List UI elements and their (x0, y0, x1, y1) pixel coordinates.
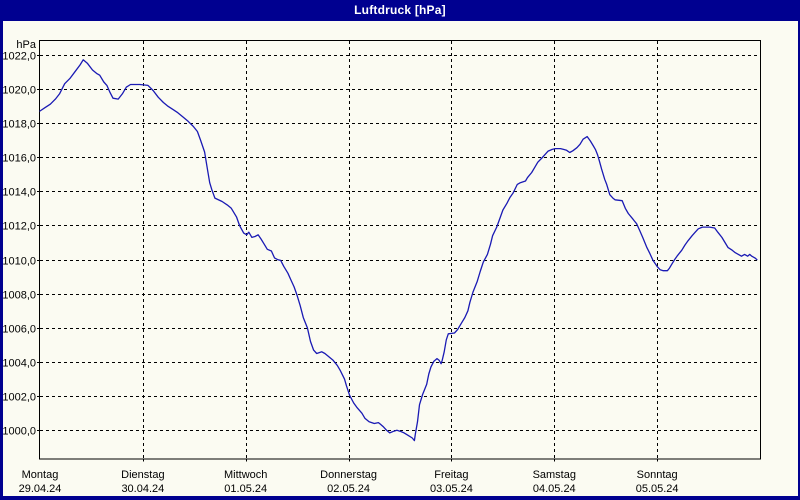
day-name-label: Freitag (434, 469, 468, 481)
y-tick-label: 1020,0 (2, 85, 36, 97)
day-name-label: Montag (22, 469, 59, 481)
y-tick-label: 1004,0 (2, 358, 36, 370)
y-tick-label: 1016,0 (2, 153, 36, 165)
chart-canvas (3, 21, 798, 496)
y-axis-unit-label: hPa (16, 39, 36, 51)
window-title: Luftdruck [hPa] (354, 3, 446, 17)
day-name-label: Dienstag (121, 469, 164, 481)
title-bar: Luftdruck [hPa] (0, 0, 800, 21)
day-name-label: Mittwoch (224, 469, 267, 481)
day-date-label: 04.05.24 (533, 483, 576, 495)
day-name-label: Donnerstag (320, 469, 377, 481)
day-name-label: Samstag (533, 469, 576, 481)
y-tick-label: 1002,0 (2, 392, 36, 404)
day-date-label: 30.04.24 (121, 483, 164, 495)
y-tick-label: 1022,0 (2, 51, 36, 63)
y-tick-label: 1000,0 (2, 426, 36, 438)
day-date-label: 01.05.24 (224, 483, 267, 495)
day-name-label: Sonntag (637, 469, 678, 481)
day-date-label: 03.05.24 (430, 483, 473, 495)
pressure-line (39, 59, 758, 442)
y-tick-label: 1010,0 (2, 256, 36, 268)
plot-border (39, 40, 761, 460)
y-tick-label: 1006,0 (2, 324, 36, 336)
y-tick-label: 1018,0 (2, 119, 36, 131)
day-date-label: 05.05.24 (636, 483, 679, 495)
y-tick-label: 1012,0 (2, 221, 36, 233)
day-date-label: 02.05.24 (327, 483, 370, 495)
day-date-label: 29.04.24 (19, 483, 62, 495)
y-tick-label: 1014,0 (2, 187, 36, 199)
y-tick-label: 1008,0 (2, 290, 36, 302)
